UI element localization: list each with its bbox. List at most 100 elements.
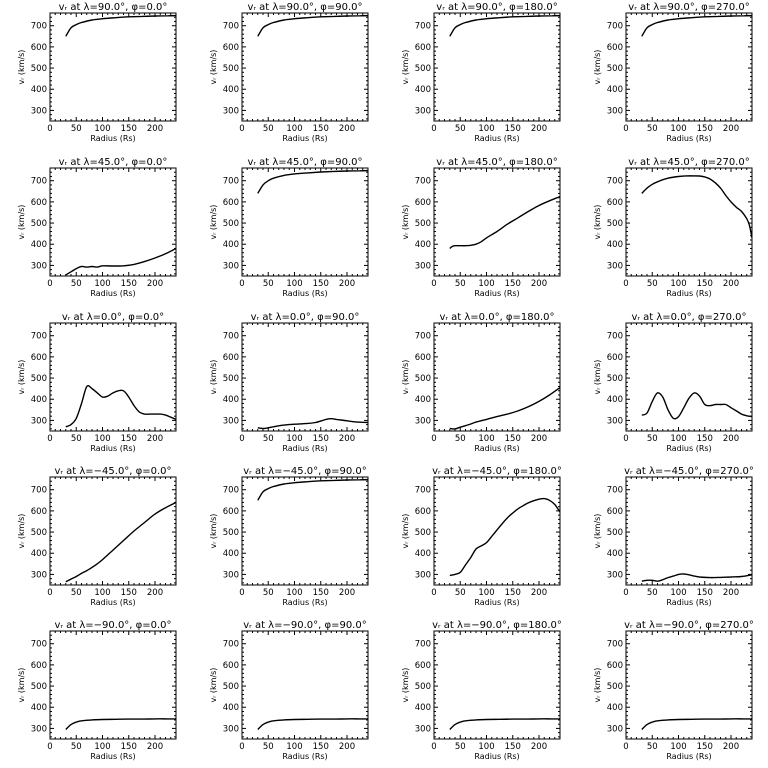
y-tick-label: 500 (223, 682, 239, 692)
y-tick-label: 500 (31, 374, 47, 384)
y-tick-label: 500 (223, 528, 239, 538)
x-tick-label: 200 (147, 742, 163, 752)
x-tick-label: 0 (47, 124, 52, 134)
x-tick-label: 50 (71, 279, 82, 289)
series-line (257, 169, 368, 194)
y-tick-label: 600 (31, 661, 47, 671)
plot-frame (49, 167, 177, 277)
x-tick-label: 150 (697, 588, 713, 598)
x-tick-label: 0 (623, 742, 628, 752)
y-tick-label: 300 (223, 570, 239, 580)
x-tick-label: 0 (239, 279, 244, 289)
x-tick-label: 100 (670, 124, 686, 134)
y-axis-label: vᵣ (km/s) (593, 50, 602, 85)
y-tick-label: 700 (607, 486, 623, 496)
y-tick-label: 500 (31, 219, 47, 229)
x-tick-label: 150 (697, 742, 713, 752)
y-tick-label: 500 (415, 528, 431, 538)
x-axis-label: Radius (Rs) (474, 444, 519, 453)
series-line (257, 478, 368, 501)
plot-frame (241, 630, 369, 740)
y-tick-label: 300 (31, 106, 47, 116)
x-tick-label: 200 (147, 279, 163, 289)
x-tick-label: 50 (263, 124, 274, 134)
y-tick-label: 400 (415, 240, 431, 250)
plot-frame (49, 630, 177, 740)
x-axis-label: Radius (Rs) (90, 134, 135, 143)
x-tick-label: 150 (505, 279, 521, 289)
chart-panel-8: vᵣ at λ=0.0°, φ=0.0° 0 50 100 150 200 300 400 50… (17, 312, 177, 453)
x-tick-label: 150 (505, 124, 521, 134)
x-tick-label: 100 (670, 742, 686, 752)
series-line (641, 175, 752, 239)
x-tick-label: 150 (313, 742, 329, 752)
x-tick-label: 50 (263, 279, 274, 289)
plot-frame (49, 12, 177, 122)
series-line (65, 14, 176, 37)
x-axis-label: Radius (Rs) (474, 598, 519, 607)
y-tick-label: 600 (31, 507, 47, 517)
y-tick-label: 600 (415, 507, 431, 517)
y-tick-label: 400 (223, 549, 239, 559)
x-axis-label: Radius (Rs) (666, 598, 711, 607)
x-tick-label: 100 (478, 742, 494, 752)
y-tick-label: 500 (223, 219, 239, 229)
chart-panel-18: vᵣ at λ=−90.0°, φ=180.0° 0 50 100 150 200 300 4… (401, 620, 562, 761)
x-tick-label: 50 (455, 742, 466, 752)
x-tick-label: 200 (147, 434, 163, 444)
y-axis-label: vᵣ (km/s) (17, 205, 26, 240)
y-tick-label: 300 (223, 106, 239, 116)
plot-frame (433, 167, 561, 277)
x-tick-label: 200 (531, 124, 547, 134)
x-tick-label: 100 (670, 279, 686, 289)
y-tick-label: 500 (607, 219, 623, 229)
x-tick-label: 200 (723, 742, 739, 752)
y-tick-label: 700 (31, 486, 47, 496)
y-tick-label: 700 (607, 332, 623, 342)
series-line (257, 14, 368, 37)
series-line (641, 392, 752, 420)
y-tick-label: 700 (607, 177, 623, 187)
y-tick-label: 700 (223, 486, 239, 496)
y-tick-label: 400 (415, 395, 431, 405)
y-tick-label: 300 (415, 261, 431, 271)
x-tick-label: 100 (94, 279, 110, 289)
x-tick-label: 50 (71, 588, 82, 598)
y-tick-label: 300 (223, 416, 239, 426)
y-tick-label: 700 (415, 486, 431, 496)
x-axis-label: Radius (Rs) (90, 752, 135, 761)
y-axis-label: vᵣ (km/s) (401, 50, 410, 85)
x-tick-label: 100 (286, 124, 302, 134)
x-tick-label: 0 (47, 588, 52, 598)
chart-panel-17: vᵣ at λ=−90.0°, φ=90.0° 0 50 100 150 200 300 40… (209, 620, 369, 761)
y-tick-label: 400 (607, 549, 623, 559)
x-tick-label: 0 (623, 279, 628, 289)
x-tick-label: 100 (670, 588, 686, 598)
series-line (641, 14, 752, 37)
y-tick-label: 600 (223, 353, 239, 363)
chart-title: vᵣ at λ=−90.0°, φ=270.0° (624, 620, 754, 631)
series-line (257, 718, 368, 730)
x-tick-label: 100 (286, 434, 302, 444)
plot-frame (241, 476, 369, 586)
plot-frame (433, 12, 561, 122)
y-axis-label: vᵣ (km/s) (17, 50, 26, 85)
x-tick-label: 150 (313, 279, 329, 289)
y-tick-label: 400 (415, 85, 431, 95)
x-tick-label: 100 (286, 742, 302, 752)
chart-panel-13: vᵣ at λ=−45.0°, φ=90.0° 0 50 100 150 200 300 40… (209, 466, 369, 607)
x-tick-label: 0 (239, 588, 244, 598)
y-tick-label: 700 (31, 640, 47, 650)
y-tick-label: 700 (31, 332, 47, 342)
plot-frame (49, 322, 177, 432)
y-tick-label: 400 (607, 703, 623, 713)
y-tick-label: 600 (223, 43, 239, 53)
y-tick-label: 600 (607, 661, 623, 671)
x-tick-label: 0 (623, 124, 628, 134)
chart-title: vᵣ at λ=−45.0°, φ=0.0° (54, 466, 171, 477)
chart-title: vᵣ at λ=−90.0°, φ=90.0° (243, 620, 366, 631)
x-axis-label: Radius (Rs) (666, 444, 711, 453)
y-tick-label: 600 (415, 43, 431, 53)
x-axis-label: Radius (Rs) (474, 134, 519, 143)
y-tick-label: 400 (31, 85, 47, 95)
